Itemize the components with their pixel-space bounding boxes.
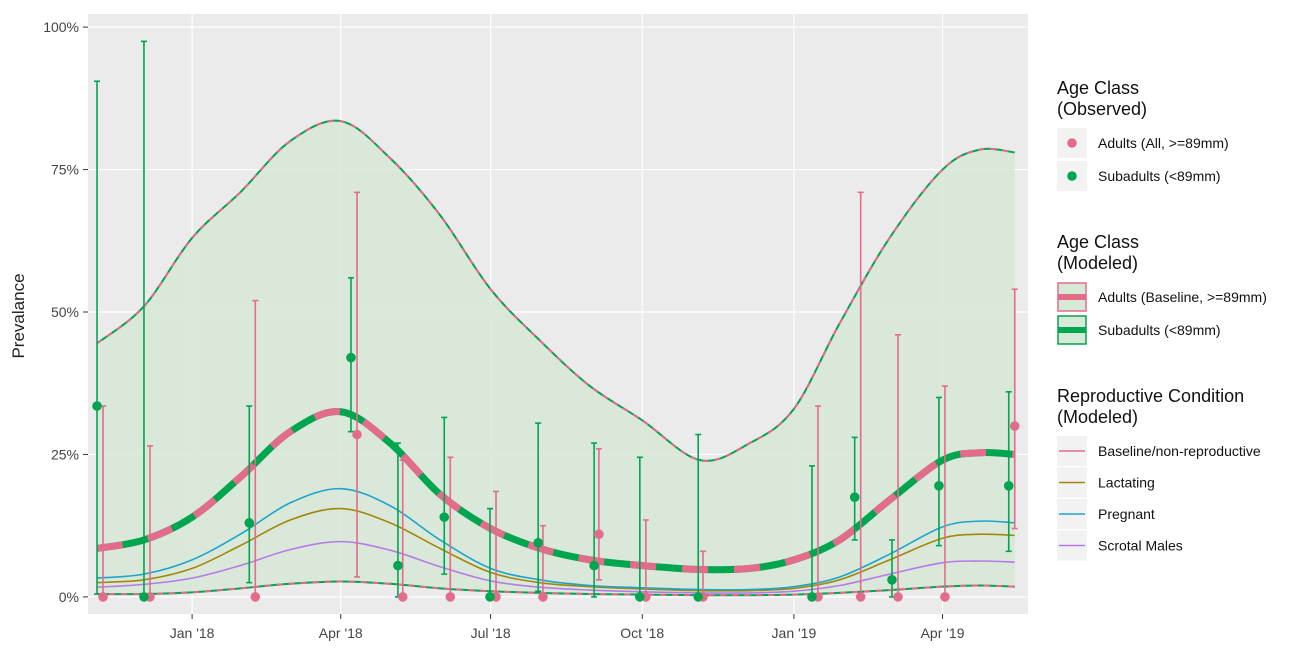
- point: [538, 592, 548, 602]
- y-tick-label: 100%: [43, 19, 79, 35]
- x-tick-label: Apr '18: [319, 625, 363, 641]
- legend-label: Pregnant: [1098, 506, 1155, 522]
- point: [693, 592, 704, 602]
- point: [934, 480, 944, 491]
- point: [445, 592, 456, 602]
- error-bar: [1011, 288, 1018, 530]
- point: [635, 592, 645, 602]
- error-bar: [246, 405, 253, 584]
- legend-label: Subadults (<89mm): [1098, 322, 1221, 338]
- error-bar: [595, 447, 602, 581]
- point: [92, 401, 102, 411]
- ribbon: [97, 120, 1015, 596]
- point: [346, 352, 356, 363]
- error-bar: [441, 416, 448, 575]
- point: [244, 518, 255, 528]
- point: [1003, 480, 1014, 491]
- error-bar: [851, 436, 858, 541]
- legend-label: Adults (All, >=89mm): [1098, 135, 1229, 151]
- legend-title: Age Class: [1057, 232, 1139, 252]
- reproductive-line: [96, 507, 1015, 592]
- legend-symbol: [1067, 138, 1077, 148]
- point: [485, 592, 495, 602]
- legend-label: Lactating: [1098, 475, 1155, 491]
- y-tick-label: 75%: [51, 162, 79, 178]
- point: [98, 592, 108, 602]
- point: [940, 592, 950, 602]
- point: [893, 592, 903, 602]
- error-bar: [1005, 390, 1012, 553]
- legend-label: Adults (Baseline, >=89mm): [1098, 289, 1267, 305]
- x-tick-label: Jan '19: [772, 625, 817, 641]
- x-tick-label: Jul '18: [471, 625, 511, 641]
- legend-label: Baseline/non-reproductive: [1098, 443, 1261, 459]
- point: [139, 592, 149, 602]
- error-bar: [535, 422, 542, 593]
- point: [589, 560, 599, 571]
- y-tick-label: 50%: [51, 304, 79, 320]
- x-tick-label: Jan '18: [170, 625, 215, 641]
- ribbon-edge: [97, 580, 1015, 597]
- point: [393, 560, 403, 571]
- point: [594, 529, 604, 540]
- modeled-line: [96, 408, 1015, 574]
- y-tick-label: 25%: [51, 446, 79, 462]
- y-tick-label: 0%: [59, 589, 79, 605]
- legend-title: (Observed): [1057, 99, 1147, 119]
- legend-title: Age Class: [1057, 78, 1139, 98]
- point: [533, 537, 543, 548]
- point: [439, 512, 450, 522]
- point: [855, 592, 866, 602]
- point: [397, 592, 408, 602]
- point: [1009, 421, 1020, 431]
- point: [887, 575, 897, 585]
- legend-label: Scrotal Males: [1098, 538, 1183, 554]
- error-bar: [354, 191, 361, 578]
- error-bar: [935, 396, 942, 547]
- x-tick-label: Oct '18: [620, 625, 664, 641]
- legend-label: Subadults (<89mm): [1098, 168, 1221, 184]
- error-bar: [94, 80, 101, 595]
- point: [807, 592, 817, 602]
- reproductive-line: [96, 540, 1015, 594]
- legend-title: Reproductive Condition: [1057, 386, 1244, 406]
- x-tick-label: Apr '19: [921, 625, 965, 641]
- y-axis-label: Prevalance: [9, 273, 28, 358]
- point: [250, 592, 261, 602]
- error-bar: [591, 442, 598, 598]
- legend-symbol: [1067, 171, 1077, 181]
- point: [352, 429, 362, 440]
- point: [849, 492, 860, 502]
- reproductive-line: [96, 487, 1015, 591]
- legend-title: (Modeled): [1057, 407, 1138, 427]
- ribbon-edge: [96, 119, 1015, 462]
- legend-title: (Modeled): [1057, 253, 1138, 273]
